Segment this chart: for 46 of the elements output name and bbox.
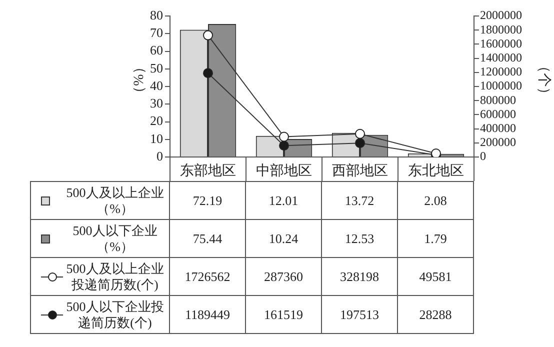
data-label: 287360: [246, 258, 322, 296]
y2-tick-label: 200000: [480, 135, 516, 150]
y2-tick-label: 1800000: [480, 22, 522, 36]
y2-tick-label: 1000000: [480, 78, 522, 93]
y-tick-label: 0: [156, 148, 163, 164]
y2-tick-label: 600000: [480, 106, 516, 121]
y2-tick-label: 1400000: [480, 50, 522, 64]
y-tick-label: 10: [150, 130, 163, 146]
data-label: 1189449: [170, 296, 246, 334]
data-label: 161519: [246, 296, 322, 334]
y-tick-label: 40: [150, 78, 163, 93]
y2-tick-label: 1600000: [480, 36, 522, 50]
data-label: 197513: [322, 296, 398, 334]
data-label: 10.24: [246, 220, 322, 258]
y-tick-label: 60: [150, 42, 163, 58]
y2-tick-label: 800000: [480, 92, 516, 107]
y2-tick-label: 2000000: [480, 8, 522, 22]
y-axis-title: （%）: [132, 60, 148, 100]
legend-label: 500人以下企业投递简历数(个): [65, 298, 165, 330]
y-tick-label: 50: [150, 60, 163, 76]
data-label: 2.08: [398, 182, 474, 220]
data-label: 28288: [398, 296, 474, 334]
legend-label: 500人及以上企业（%）: [65, 184, 165, 216]
y-tick-label: 70: [150, 25, 163, 40]
legend-label: 500人及以上企业投递简历数(个): [65, 260, 165, 292]
data-label: 13.72: [322, 182, 398, 220]
y2-tick-label: 1200000: [480, 64, 522, 79]
x-tick-label: 东部地区: [180, 163, 236, 180]
data-label: 72.19: [170, 182, 246, 220]
y-tick-label: 20: [150, 113, 163, 128]
data-label: 49581: [398, 258, 474, 296]
data-label: 1.79: [398, 220, 474, 258]
x-tick-label: 东北地区: [408, 163, 464, 180]
data-label: 12.53: [322, 220, 398, 258]
data-label: 1726562: [170, 258, 246, 296]
legend-label: 500人以下企业（%）: [72, 222, 158, 254]
y2-tick-label: 0: [480, 149, 486, 164]
y2-axis-title: （个）: [535, 59, 551, 101]
y-tick-label: 30: [150, 96, 163, 111]
y2-tick-label: 400000: [480, 120, 516, 135]
data-label: 12.01: [246, 182, 322, 220]
data-label: 328198: [322, 258, 398, 296]
y-tick-label: 80: [150, 7, 163, 22]
data-label: 75.44: [170, 220, 246, 258]
x-tick-label: 西部地区: [332, 163, 388, 180]
x-tick-label: 中部地区: [256, 163, 312, 180]
